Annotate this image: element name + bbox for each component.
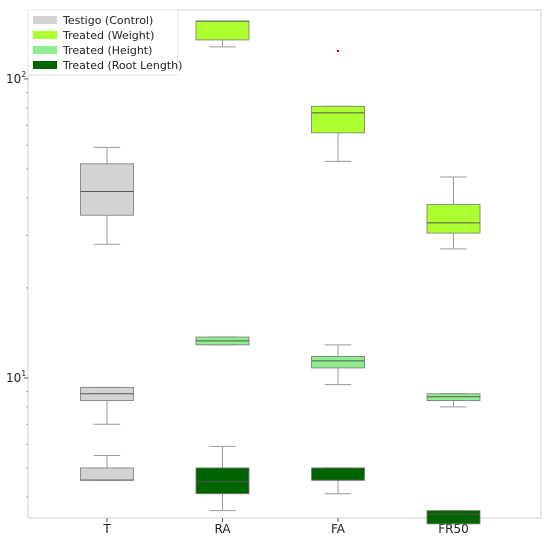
box-treated-root-length--fa [311,467,365,495]
box-testigo-control--t [80,455,134,481]
box-treated-root-length--ra [195,445,250,512]
legend-swatch [33,61,57,69]
x-tick-label: T [102,522,111,536]
box-treated-root-length--fr50 [426,510,481,525]
legend-label: Testigo (Control) [62,14,153,27]
box-body [80,163,134,216]
box-testigo-control--t [80,146,134,245]
box-treated-height--ra [195,336,250,346]
box-body [311,356,365,369]
box-testigo-control--t [80,386,134,425]
plot-area-frame [27,9,542,519]
legend-label: Treated (Root Length) [62,59,182,72]
x-tick-label: FR50 [438,522,469,536]
box-series-group [80,20,481,525]
box-body [195,467,250,495]
legend-swatch [33,16,57,24]
y-axis: 101 102 [6,70,28,498]
box-treated-weight--ra [195,20,250,48]
legend-swatch [33,46,57,54]
legend-label: Treated (Height) [62,44,152,57]
legend-label: Treated (Weight) [62,29,154,42]
box-treated-weight--fa [311,49,365,162]
legend: Testigo (Control) Treated (Weight) Treated… [27,9,182,76]
box-body [426,510,481,525]
outlier-point [336,49,340,53]
box-body [195,20,250,41]
y-tick-label: 101 [6,369,26,385]
box-body [426,204,481,234]
box-body [311,467,365,481]
legend-swatch [33,31,57,39]
box-treated-weight--fr50 [426,176,481,250]
x-tick-label: RA [214,522,231,536]
box-body [80,467,134,481]
y-tick-label: 102 [6,70,26,86]
box-body [311,105,365,134]
box-treated-height--fr50 [426,393,481,408]
x-axis: T RA FA FR50 [102,518,469,536]
x-tick-label: FA [331,522,346,536]
box-treated-height--fa [311,344,365,386]
